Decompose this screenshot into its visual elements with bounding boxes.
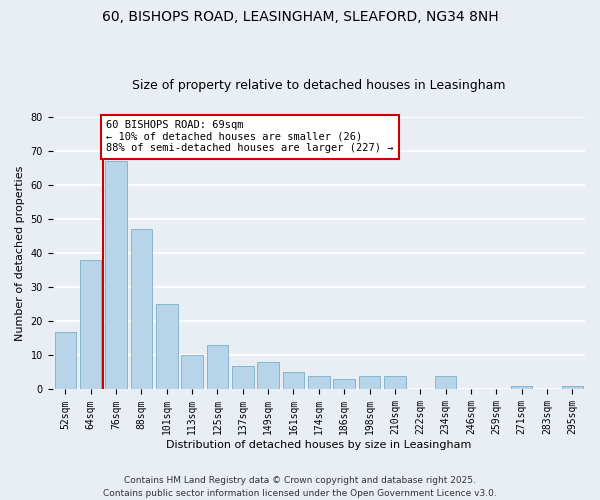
Bar [55,332,76,390]
Text: 60, BISHOPS ROAD, LEASINGHAM, SLEAFORD, NG34 8NH: 60, BISHOPS ROAD, LEASINGHAM, SLEAFORD, … [101,10,499,24]
Text: Contains HM Land Registry data © Crown copyright and database right 2025.
Contai: Contains HM Land Registry data © Crown c… [103,476,497,498]
Bar [156,304,178,390]
Bar [181,356,203,390]
Bar [105,161,127,390]
Bar [511,386,532,390]
Bar [562,386,583,390]
Y-axis label: Number of detached properties: Number of detached properties [15,166,25,341]
Bar [308,376,329,390]
Bar [334,379,355,390]
Title: Size of property relative to detached houses in Leasingham: Size of property relative to detached ho… [132,79,506,92]
Bar [206,345,228,390]
Bar [283,372,304,390]
X-axis label: Distribution of detached houses by size in Leasingham: Distribution of detached houses by size … [166,440,472,450]
Bar [232,366,254,390]
Bar [384,376,406,390]
Bar [435,376,457,390]
Bar [359,376,380,390]
Bar [131,230,152,390]
Text: 60 BISHOPS ROAD: 69sqm
← 10% of detached houses are smaller (26)
88% of semi-det: 60 BISHOPS ROAD: 69sqm ← 10% of detached… [106,120,394,154]
Bar [80,260,101,390]
Bar [257,362,279,390]
